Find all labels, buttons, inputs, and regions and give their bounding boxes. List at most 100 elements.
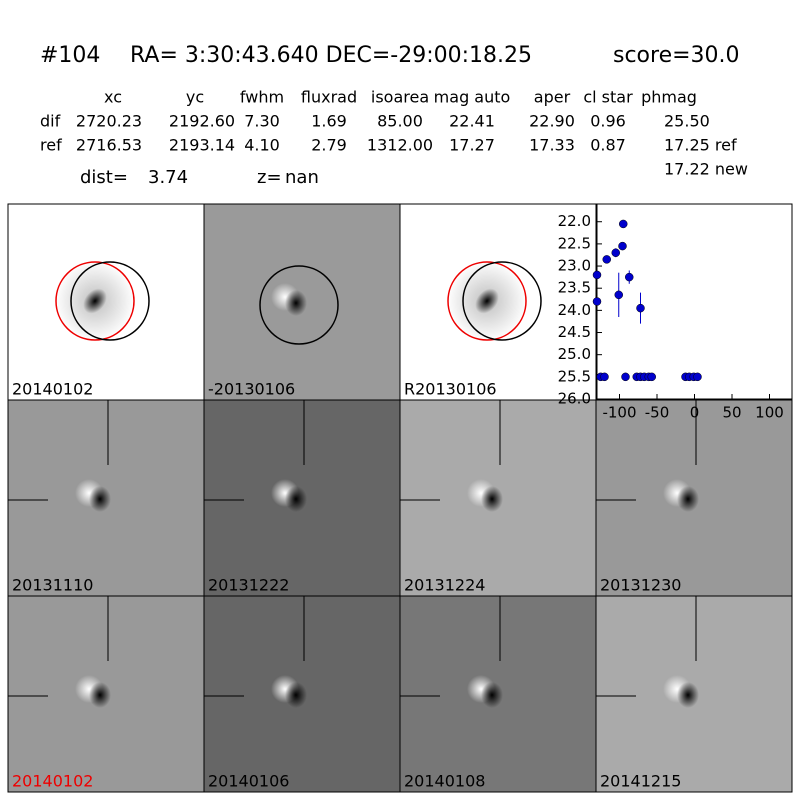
cell: 85.00 <box>377 112 423 131</box>
panel-label: R20130106 <box>404 380 497 399</box>
score: score=30.0 <box>613 43 740 68</box>
panel-label: 20131230 <box>600 576 681 595</box>
plot-area <box>596 203 793 400</box>
cell: 17.25 ref <box>664 136 737 155</box>
point <box>621 372 630 382</box>
panel-label: 20140102 <box>12 380 93 399</box>
point <box>592 297 602 306</box>
image-panel: 20141215 <box>595 595 793 793</box>
x-tick-label: 0 <box>690 404 700 422</box>
cell: 17.22 new <box>664 160 748 179</box>
image-panel: 20140106 <box>203 595 401 793</box>
panel-label: 20140102 <box>12 772 93 791</box>
point <box>618 241 627 251</box>
cell: 1.69 <box>311 112 347 131</box>
image-panel: 20131110 <box>7 399 205 597</box>
cell: 2192.60 <box>169 112 235 131</box>
image-panel: R20130106 <box>399 203 597 401</box>
y-tick-label: 24.5 <box>558 323 591 341</box>
dipole-dark <box>285 290 307 316</box>
column-header: fwhm <box>240 88 284 107</box>
point <box>636 303 645 313</box>
coords: RA= 3:30:43.640 DEC=-29:00:18.25 <box>130 43 532 68</box>
ref-circle <box>447 261 527 341</box>
point <box>647 372 656 382</box>
cell: 1312.00 <box>367 136 433 155</box>
dipole-dark <box>481 682 503 708</box>
dipole-dark <box>677 486 699 512</box>
cell: 2193.14 <box>169 136 235 155</box>
dipole-dark <box>677 682 699 708</box>
y-tick-label: 25.0 <box>558 345 591 363</box>
z-label: z= <box>257 167 282 188</box>
dist: 3.74 <box>148 167 188 188</box>
image-panel: 20140102 <box>7 203 205 401</box>
z: nan <box>285 167 319 188</box>
dipole-dark <box>481 486 503 512</box>
y-tick-label: 24.0 <box>558 301 591 319</box>
cell: 22.90 <box>529 112 575 131</box>
x-tick-label: -100 <box>602 404 636 422</box>
cell: 22.41 <box>449 112 495 131</box>
image-panel: 20131230 <box>595 399 793 597</box>
column-header: cl star <box>583 88 633 107</box>
column-header: phmag <box>641 88 697 107</box>
point <box>693 372 702 382</box>
column-header: aper <box>534 88 571 107</box>
point <box>600 372 609 382</box>
image-panel: 20131222 <box>203 399 401 597</box>
column-header: mag auto <box>434 88 511 107</box>
x-tick-label: 100 <box>755 404 784 422</box>
image-panel: 20131224 <box>399 399 597 597</box>
image-panel: -20130106 <box>203 203 401 401</box>
panel-label: -20130106 <box>208 380 295 399</box>
y-tick-label: 23.5 <box>558 279 591 297</box>
ref-circle <box>55 261 135 341</box>
blob <box>475 288 499 314</box>
cell: 4.10 <box>244 136 280 155</box>
cell: 2716.53 <box>76 136 142 155</box>
cand-circle <box>259 265 339 345</box>
row-label: ref <box>40 136 62 155</box>
point <box>625 272 634 282</box>
dipole-dark <box>89 682 111 708</box>
dipole-dark <box>285 486 307 512</box>
panel-label: 20131224 <box>404 576 485 595</box>
cell: 2720.23 <box>76 112 142 131</box>
column-header: isoarea <box>371 88 429 107</box>
dipole-dark <box>89 486 111 512</box>
cell: 25.50 <box>664 112 710 131</box>
cand-circle <box>462 261 542 341</box>
column-header: xc <box>104 88 122 107</box>
row-label: dif <box>40 112 61 131</box>
column-header: fluxrad <box>301 88 357 107</box>
point <box>619 219 628 229</box>
column-header: yc <box>186 88 204 107</box>
cell: 7.30 <box>244 112 280 131</box>
point <box>602 255 611 264</box>
panel-label: 20140106 <box>208 772 289 791</box>
cell: 0.87 <box>590 136 626 155</box>
cell: 0.96 <box>590 112 626 131</box>
y-tick-label: 23.0 <box>558 257 591 275</box>
point <box>614 290 623 300</box>
cell: 2.79 <box>311 136 347 155</box>
image-panel: 20140108 <box>399 595 597 793</box>
image-panel: 20140102 <box>7 595 205 793</box>
cell: 17.27 <box>449 136 495 155</box>
cell: 17.33 <box>529 136 575 155</box>
blob <box>83 288 107 314</box>
y-tick-label: 25.5 <box>558 367 591 385</box>
y-tick-label: 22.5 <box>558 234 591 252</box>
dist-label: dist= <box>80 167 128 188</box>
point <box>611 248 620 257</box>
panel-label: 20140108 <box>404 772 485 791</box>
panel-label: 20141215 <box>600 772 681 791</box>
x-tick-label: -50 <box>645 404 670 422</box>
panel-label: 20131222 <box>208 576 289 595</box>
y-tick-label: 26.0 <box>558 390 591 408</box>
y-tick-label: 22.0 <box>558 212 591 230</box>
x-tick-label: 50 <box>722 404 741 422</box>
dipole-dark <box>285 682 307 708</box>
